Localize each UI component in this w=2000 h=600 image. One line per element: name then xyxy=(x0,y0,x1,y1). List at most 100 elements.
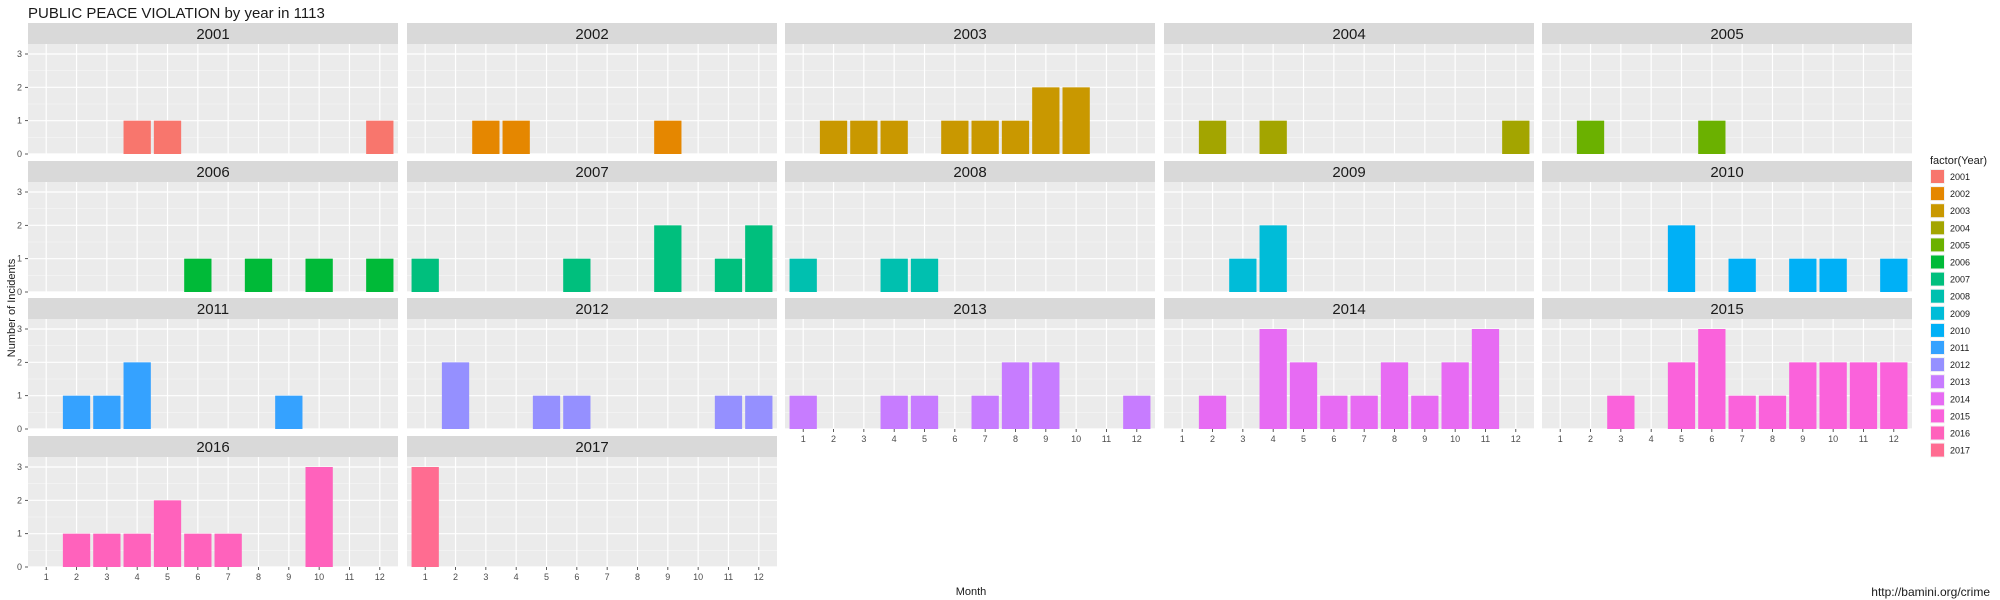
facet-strip xyxy=(785,161,1155,182)
legend-swatch xyxy=(1931,204,1944,218)
bar-2005-month-6 xyxy=(1698,120,1726,154)
x-tick-label: 9 xyxy=(286,572,291,582)
facet-strip-label: 2013 xyxy=(953,301,986,318)
legend-swatch xyxy=(1931,255,1944,269)
y-tick-label: 1 xyxy=(17,529,22,539)
bar-2004-month-12 xyxy=(1502,120,1530,154)
bar-2016-month-6 xyxy=(184,533,212,567)
x-tick-label: 2 xyxy=(1210,434,1215,444)
legend: 2001 2002 2003 2004 2005 2006 2007 2008 2009 2010… xyxy=(1930,169,1970,458)
facet-strip-label: 2006 xyxy=(196,164,229,181)
x-tick-label: 6 xyxy=(1331,434,1336,444)
facet-strip xyxy=(1542,298,1912,319)
x-tick-label: 5 xyxy=(1301,434,1306,444)
legend-swatch xyxy=(1931,238,1944,252)
bar-2012-month-5 xyxy=(532,395,561,429)
facet-strip xyxy=(28,436,398,457)
bar-2006-month-12 xyxy=(366,258,394,292)
bar-2013-month-5 xyxy=(910,395,939,429)
legend-swatch xyxy=(1931,358,1944,372)
x-tick-label: 6 xyxy=(1709,434,1714,444)
legend-label: 2004 xyxy=(1950,223,1970,233)
facet-panel-2010: 2010 xyxy=(1542,161,1912,293)
x-tick-label: 7 xyxy=(1740,434,1745,444)
x-tick-label: 2 xyxy=(1588,434,1593,444)
facet-strip-label: 2017 xyxy=(575,439,608,456)
bar-2001-month-4 xyxy=(123,120,151,154)
x-tick-label: 3 xyxy=(1240,434,1245,444)
x-tick-label: 9 xyxy=(1043,434,1048,444)
x-tick-label: 10 xyxy=(1450,434,1460,444)
legend-item-2007: 2007 xyxy=(1930,271,1970,287)
bar-2015-month-6 xyxy=(1698,329,1726,429)
y-tick-label: 3 xyxy=(17,324,22,334)
legend-swatch xyxy=(1931,323,1944,337)
legend-title: factor(Year) xyxy=(1930,155,1987,167)
x-tick-label: 6 xyxy=(574,572,579,582)
y-tick-label: 2 xyxy=(17,220,22,230)
facet-panel-2003: 2003 xyxy=(785,23,1155,155)
legend-item-2017: 2017 xyxy=(1930,442,1970,458)
y-tick-label: 3 xyxy=(17,462,22,472)
facet-strip xyxy=(28,298,398,319)
x-tick-label: 3 xyxy=(1618,434,1623,444)
facet-strip-label: 2007 xyxy=(575,164,608,181)
y-tick-label: 2 xyxy=(17,495,22,505)
facet-panel-2001: 2001 0 1 2 3 xyxy=(17,23,398,159)
bar-2015-month-3 xyxy=(1607,395,1635,429)
x-tick-label: 1 xyxy=(44,572,49,582)
bar-2013-month-4 xyxy=(880,395,908,429)
facet-strip xyxy=(407,161,777,182)
legend-swatch xyxy=(1931,392,1944,406)
legend-label: 2010 xyxy=(1950,326,1970,336)
x-axis-title: Month xyxy=(956,586,987,598)
bar-2013-month-1 xyxy=(789,395,817,429)
x-tick-label: 11 xyxy=(1859,434,1868,444)
bar-2015-month-10 xyxy=(1819,362,1847,429)
x-tick-label: 8 xyxy=(1392,434,1397,444)
facet-strip-label: 2004 xyxy=(1332,26,1365,43)
x-tick-label: 12 xyxy=(1889,434,1899,444)
y-tick-label: 2 xyxy=(17,82,22,92)
facet-strip xyxy=(1542,23,1912,44)
bar-2006-month-10 xyxy=(305,258,333,292)
facet-strip-label: 2010 xyxy=(1710,164,1743,181)
legend-item-2001: 2001 xyxy=(1930,169,1970,184)
x-tick-label: 11 xyxy=(345,572,354,582)
bar-2010-month-9 xyxy=(1789,258,1817,292)
bar-2009-month-3 xyxy=(1229,258,1257,292)
legend-label: 2014 xyxy=(1950,394,1970,404)
legend-item-2016: 2016 xyxy=(1930,425,1970,441)
y-axis-title: Number of Incidents xyxy=(6,258,18,357)
bar-2014-month-8 xyxy=(1380,362,1409,429)
legend-swatch xyxy=(1931,221,1944,235)
x-tick-label: 10 xyxy=(314,572,324,582)
facet-panel-2007: 2007 xyxy=(407,161,777,293)
legend-item-2015: 2015 xyxy=(1930,408,1970,424)
bar-2012-month-12 xyxy=(745,395,773,429)
x-tick-label: 1 xyxy=(801,434,806,444)
x-tick-label: 8 xyxy=(635,572,640,582)
legend-item-2005: 2005 xyxy=(1930,237,1970,253)
bar-2001-month-12 xyxy=(366,120,394,154)
legend-label: 2012 xyxy=(1950,360,1970,370)
x-tick-label: 4 xyxy=(1271,434,1276,444)
facet-strip-label: 2008 xyxy=(953,164,986,181)
legend-label: 2013 xyxy=(1950,377,1970,387)
legend-label: 2002 xyxy=(1950,189,1970,199)
facet-panel-2008: 2008 xyxy=(785,161,1155,293)
x-tick-label: 4 xyxy=(892,434,897,444)
facet-strip-label: 2005 xyxy=(1710,26,1743,43)
facet-strip-label: 2002 xyxy=(575,26,608,43)
bar-2015-month-11 xyxy=(1849,362,1878,429)
bar-2003-month-2 xyxy=(819,120,848,154)
legend-swatch xyxy=(1931,375,1944,389)
legend-item-2011: 2011 xyxy=(1930,340,1969,355)
x-tick-label: 7 xyxy=(1362,434,1367,444)
facet-panel-2006: 2006 0 1 2 3 xyxy=(17,161,398,297)
facet-panel-2005: 2005 xyxy=(1542,23,1912,155)
